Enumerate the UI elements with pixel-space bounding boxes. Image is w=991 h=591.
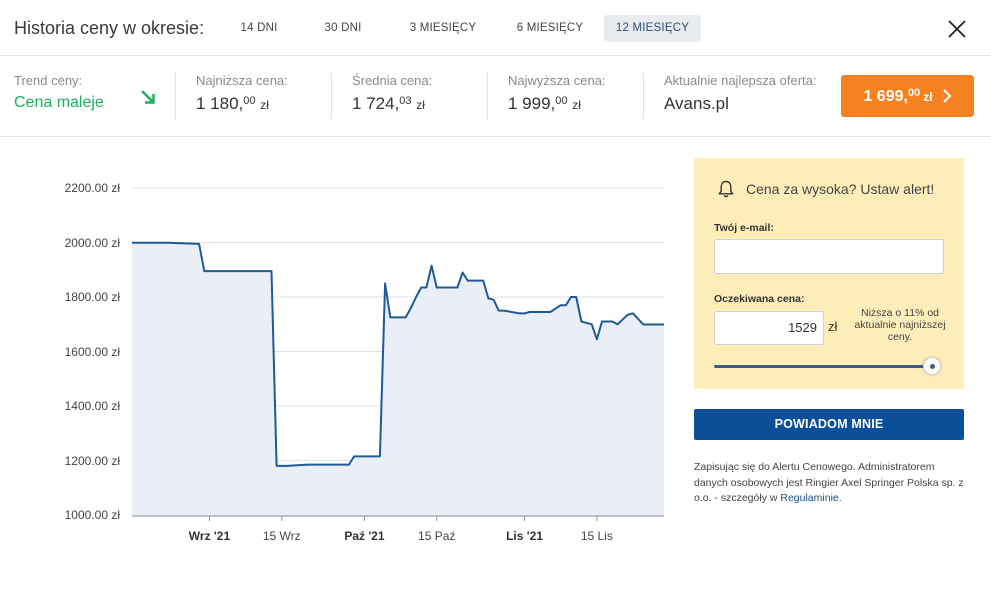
average-price-stat: Średnia cena: 1 724,03 zł xyxy=(352,73,432,114)
tab-6-months[interactable]: 6 MIESIĘCY xyxy=(516,22,584,34)
trend-value: Cena maleje xyxy=(14,94,104,111)
expected-price-input[interactable]: 1529 xyxy=(714,311,824,345)
x-tick-label: 15 Wrz xyxy=(262,529,301,543)
tab-12-months[interactable]: 12 MIESIĘCY xyxy=(604,15,701,42)
trend-label: Trend ceny: xyxy=(14,73,83,88)
expected-price-currency: zł xyxy=(828,319,838,334)
header: Historia ceny w okresie: 14 DNI 30 DNI 3… xyxy=(0,0,991,56)
bell-icon xyxy=(718,180,734,198)
price-slider-track[interactable] xyxy=(714,365,926,368)
price-line xyxy=(132,241,664,467)
x-tick-label: 15 Lis xyxy=(580,529,613,543)
price-history-chart-svg xyxy=(132,187,664,521)
arrow-down-right-icon xyxy=(141,90,155,104)
y-tick-label: 1000.00 zł xyxy=(64,508,120,522)
price-history-chart: 2200.00 zł 2000.00 zł 1800.00 zł 1600.00 zł… xyxy=(40,170,680,560)
tab-3-months[interactable]: 3 MIESIĘCY xyxy=(409,22,477,34)
notify-me-button[interactable]: POWIADOM MNIE xyxy=(694,409,964,440)
page-title: Historia ceny w okresie: xyxy=(14,18,205,38)
y-tick-label: 1200.00 zł xyxy=(64,453,120,468)
legal-notice: Zapisując się do Alertu Cenowego. Admini… xyxy=(694,461,964,504)
lowest-price-value: 1 180,00 zł xyxy=(196,94,269,113)
y-tick-label: 1600.00 zł xyxy=(64,344,120,359)
email-field[interactable] xyxy=(714,239,944,274)
divider xyxy=(487,73,488,119)
highest-price-label: Najwyższa cena: xyxy=(508,73,606,88)
price-alert-panel: Cena za wysoka? Ustaw alert! Twój e-mail… xyxy=(694,158,964,389)
best-offer-label: Aktualnie najlepsza oferta: xyxy=(664,73,817,88)
y-tick-label: 2200.00 zł xyxy=(64,181,120,195)
x-tick-label: Paź '21 xyxy=(344,529,385,543)
divider xyxy=(175,73,176,119)
price-stats: Trend ceny: Cena maleje Najniższa cena: … xyxy=(0,57,991,137)
price-difference-note: Niższa o 11% od aktualnie najniższej cen… xyxy=(854,307,946,343)
best-offer-price: 1 699,00 zł xyxy=(863,86,933,105)
divider xyxy=(331,73,332,119)
x-tick-label: Wrz '21 xyxy=(188,529,231,543)
lowest-price-label: Najniższa cena: xyxy=(196,73,288,88)
highest-price-value: 1 999,00 zł xyxy=(508,94,581,113)
x-tick-label: 15 Paź xyxy=(418,529,456,543)
price-slider-handle[interactable] xyxy=(923,357,941,375)
best-offer-stat: Aktualnie najlepsza oferta: Avans.pl xyxy=(664,73,816,114)
period-tabs: 14 DNI 30 DNI 3 MIESIĘCY 6 MIESIĘCY 12 M… xyxy=(222,15,701,42)
email-label: Twój e-mail: xyxy=(714,222,774,234)
y-tick-label: 1400.00 zł xyxy=(64,399,120,413)
expected-price-label: Oczekiwana cena: xyxy=(714,293,805,305)
tab-30-days[interactable]: 30 DNI xyxy=(324,22,362,34)
price-area xyxy=(132,242,664,516)
terms-link[interactable]: Regulaminie xyxy=(780,492,839,504)
lowest-price-stat: Najniższa cena: 1 180,00 zł xyxy=(196,73,288,114)
average-price-label: Średnia cena: xyxy=(352,73,433,88)
trend-stat: Trend ceny: Cena maleje xyxy=(14,73,104,112)
divider xyxy=(643,73,644,119)
best-offer-shop[interactable]: Avans.pl xyxy=(664,94,729,113)
close-icon[interactable] xyxy=(946,18,968,40)
y-tick-label: 2000.00 zł xyxy=(64,235,120,250)
x-tick-label: Lis '21 xyxy=(506,529,543,543)
y-tick-label: 1800.00 zł xyxy=(64,290,120,304)
average-price-value: 1 724,03 zł xyxy=(352,94,425,113)
alert-title: Cena za wysoka? Ustaw alert! xyxy=(746,181,935,197)
chevron-right-icon xyxy=(942,89,951,103)
tab-14-days[interactable]: 14 DNI xyxy=(240,22,278,34)
highest-price-stat: Najwyższa cena: 1 999,00 zł xyxy=(508,73,606,114)
best-offer-button[interactable]: 1 699,00 zł xyxy=(841,75,974,117)
